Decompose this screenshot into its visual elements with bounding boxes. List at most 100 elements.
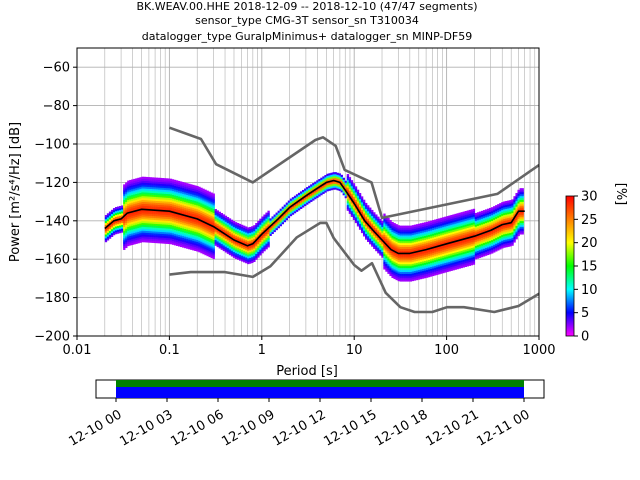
ppsd-cell [171, 240, 175, 243]
ppsd-cell [401, 279, 404, 282]
ppsd-cell [155, 225, 158, 228]
ppsd-cell [470, 243, 474, 247]
ppsd-cell [464, 245, 467, 248]
ppsd-cell [393, 236, 396, 239]
ppsd-cell [243, 252, 246, 255]
ppsd-cell [480, 253, 484, 256]
ppsd-cell [255, 246, 258, 249]
ppsd-cell [155, 219, 158, 223]
ppsd-cell [184, 192, 187, 195]
ppsd-cell [192, 219, 195, 222]
ppsd-cell [165, 237, 169, 241]
ppsd-cell [245, 232, 248, 235]
ppsd-cell [265, 245, 268, 248]
ppsd-cell [299, 204, 303, 208]
ppsd-cell [243, 235, 246, 238]
ppsd-cell [222, 233, 226, 236]
ppsd-cell [426, 239, 429, 242]
ppsd-cell [159, 200, 163, 204]
ppsd-cell [171, 192, 175, 195]
ppsd-cell [476, 225, 480, 228]
ppsd-cell [328, 184, 331, 187]
ppsd-cell [157, 235, 160, 238]
ppsd-cell [243, 256, 246, 259]
ppsd-cell [261, 226, 264, 229]
ppsd-cell [428, 251, 431, 255]
ppsd-cell [141, 207, 144, 210]
ppsd-cell [346, 206, 350, 209]
ppsd-cell [444, 268, 447, 271]
ppsd-cell [365, 227, 368, 231]
ppsd-cell [356, 216, 360, 219]
ppsd-cell [421, 240, 425, 243]
ppsd-cell [125, 201, 128, 204]
ppsd-cell [216, 243, 219, 246]
ppsd-cell [419, 240, 423, 243]
ppsd-cell [476, 252, 480, 255]
ppsd-cell [501, 242, 504, 245]
ppsd-cell [192, 230, 195, 234]
x-tick-label: 1 [258, 343, 266, 358]
ppsd-cell [241, 228, 244, 231]
ppsd-cell [212, 235, 215, 238]
ppsd-cell [446, 239, 449, 242]
ppsd-cell [247, 252, 250, 255]
ppsd-cell [495, 243, 498, 246]
ppsd-cell [110, 209, 114, 213]
ppsd-cell [131, 183, 134, 186]
ppsd-cell [190, 191, 193, 195]
ppsd-cell [324, 175, 327, 178]
ppsd-cell [423, 228, 427, 231]
ppsd-cell [440, 225, 443, 228]
ppsd-cell [403, 260, 406, 263]
ppsd-cell [295, 198, 299, 201]
ppsd-cell [241, 240, 244, 243]
ppsd-cell [149, 240, 152, 243]
ppsd-cell [129, 203, 132, 206]
ppsd-cell [161, 235, 165, 238]
ppsd-cell [202, 244, 205, 247]
ppsd-cell [141, 178, 144, 181]
ppsd-cell [192, 240, 195, 243]
ppsd-cell [255, 251, 258, 255]
ppsd-cell [194, 185, 197, 188]
ppsd-cell [232, 230, 236, 233]
ppsd-cell [446, 216, 449, 219]
ppsd-cell [125, 211, 128, 214]
ppsd-cell [403, 265, 406, 269]
ppsd-cell [395, 264, 398, 267]
ppsd-cell [358, 214, 362, 217]
ppsd-cell [375, 239, 378, 242]
ppsd-cell [182, 193, 185, 196]
ppsd-cell [169, 236, 173, 239]
ppsd-cell [375, 245, 378, 248]
ppsd-cell [383, 221, 386, 224]
ppsd-cell [438, 241, 441, 244]
ppsd-cell [489, 238, 492, 241]
ppsd-cell [413, 226, 417, 229]
ppsd-cell [397, 257, 400, 261]
ppsd-cell [145, 205, 148, 208]
ppsd-cell [117, 212, 120, 215]
ppsd-cell [277, 212, 280, 215]
ppsd-cell [419, 232, 423, 236]
ppsd-cell [448, 269, 451, 272]
ppsd-cell [249, 253, 252, 257]
ppsd-cell [480, 233, 484, 237]
ppsd-cell [432, 220, 435, 223]
ppsd-cell [204, 197, 207, 200]
ppsd-cell [228, 218, 232, 221]
ppsd-cell [489, 227, 492, 230]
ppsd-cell [255, 230, 258, 233]
ppsd-cell [472, 254, 476, 258]
ppsd-cell [385, 221, 388, 224]
ppsd-cell [255, 242, 258, 245]
ppsd-cell [283, 218, 287, 221]
ppsd-cell [399, 231, 402, 234]
ppsd-cell [137, 187, 140, 190]
ppsd-cell [446, 252, 449, 255]
ppsd-cell [304, 198, 307, 201]
ppsd-cell [389, 266, 392, 269]
ppsd-cell [238, 237, 242, 240]
ppsd-cell [190, 188, 193, 191]
